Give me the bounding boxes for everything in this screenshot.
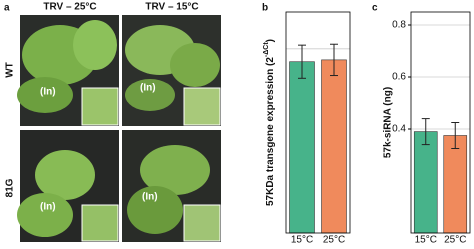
row-label: WT [5, 62, 16, 78]
y-tick-label: 0.6 [392, 72, 406, 83]
y-axis-label-text: 57k-siRNA (ng) [382, 87, 393, 158]
y-axis-label-text: 57KDa transgene expression (2 [265, 57, 276, 206]
photo: (In) [17, 130, 119, 242]
y-axis-label-sup: -ΔCt [263, 42, 270, 57]
axis-frame [410, 11, 471, 234]
figure: a TRV – 25°C TRV – 15°C WT 81G (In) (In)… [4, 2, 471, 246]
x-tick-label: 25°C [323, 235, 345, 244]
error-bar [298, 44, 306, 79]
panel-label: c [372, 3, 378, 14]
bar [413, 131, 438, 234]
annotation: (In) [40, 202, 56, 213]
column-label: TRV – 15°C [145, 2, 198, 13]
error-bar [421, 118, 430, 146]
x-tick-label: 25°C [444, 235, 466, 244]
x-tick-label: 15°C [415, 235, 437, 244]
y-axis-label: 57KDa transgene expression (2-ΔCt) [263, 39, 275, 206]
axis-frame [285, 11, 351, 234]
bar [321, 59, 347, 234]
x-tick-label: 15°C [291, 235, 313, 244]
column-label: TRV – 25°C [43, 2, 96, 13]
bar [289, 61, 315, 234]
panel-label: b [262, 3, 268, 14]
photo: (In) [17, 15, 119, 126]
error-bar [451, 122, 460, 149]
annotation: (In) [140, 83, 156, 94]
y-tick-label: 0.8 [392, 20, 406, 31]
photo: (In) [122, 15, 221, 126]
y-tick-label: 0.4 [392, 124, 406, 135]
row-label: 81G [5, 178, 16, 197]
photo: (In) [122, 130, 221, 242]
annotation: (In) [142, 192, 158, 203]
panel-label: a [4, 3, 10, 14]
y-axis-label: 57k-siRNA (ng) [382, 87, 393, 158]
y-axis-label-end: ) [265, 39, 276, 42]
error-bar [330, 43, 338, 77]
bar [443, 135, 468, 234]
annotation: (In) [40, 87, 56, 98]
